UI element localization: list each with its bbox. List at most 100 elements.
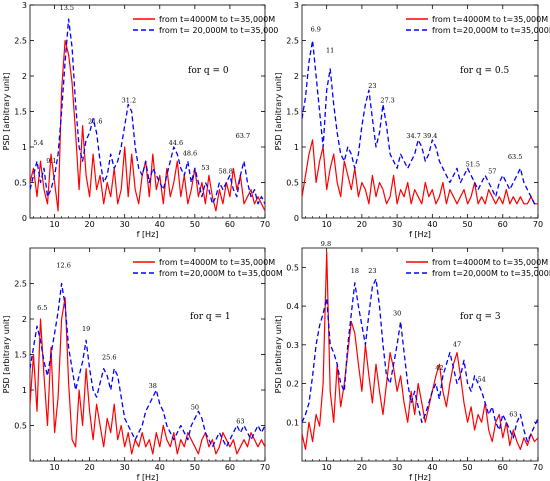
y-tick-label: 1.5 <box>286 108 299 117</box>
peak-annotation: 44.6 <box>169 139 183 147</box>
peak-annotation: 34.7 <box>406 132 420 140</box>
y-tick-label: 1 <box>22 143 27 152</box>
peak-annotation: 39.4 <box>423 132 437 140</box>
condition-label: for q = 0 <box>188 66 229 76</box>
condition-label: for q = 0.5 <box>460 66 510 76</box>
x-tick-label: 60 <box>225 220 235 229</box>
peak-annotation: 5.4 <box>33 139 43 147</box>
chart-panel-top-left: 10 20 30 40 50 60 70 0 0.5 1 1.5 2 2.5 3 f [Hz] PSD [ar… <box>2 1 278 239</box>
x-tick-label: 60 <box>498 463 508 472</box>
x-tick-label: 40 <box>155 220 165 229</box>
y-tick-label: 0.5 <box>14 179 27 188</box>
chart-panel-bottom-right: 10 20 30 40 50 60 70 0.1 0.2 0.3 0.4 0.5 f [Hz] PSD [… <box>274 240 550 481</box>
condition-label: for q = 3 <box>460 312 501 322</box>
peak-annotation: 6.5 <box>37 304 47 312</box>
x-tick-label: 50 <box>462 463 472 472</box>
y-tick-label: 3 <box>294 1 299 10</box>
peak-annotation: 63.7 <box>236 132 250 140</box>
x-tick-label: 40 <box>155 463 165 472</box>
series-line-blue <box>302 39 538 205</box>
peak-annotation: 9.8 <box>321 240 331 248</box>
x-tick-label: 20 <box>357 220 367 229</box>
x-tick-label: 20 <box>357 463 367 472</box>
peak-annotation: 48.6 <box>183 150 197 158</box>
peak-annotation: 23 <box>368 82 376 90</box>
x-tick-label: 60 <box>225 463 235 472</box>
x-tick-label: 50 <box>190 463 200 472</box>
series-line-blue <box>30 282 265 448</box>
x-axis-label: f [Hz] <box>409 230 431 239</box>
peak-annotation: 63.5 <box>508 153 522 161</box>
x-tick-label: 70 <box>260 463 270 472</box>
x-tick-label: 30 <box>392 220 402 229</box>
y-tick-label: 0.2 <box>286 380 299 389</box>
peak-annotation: 21.6 <box>88 118 102 126</box>
y-tick-label: 2 <box>294 72 299 81</box>
peak-annotation: 13.5 <box>60 4 74 12</box>
x-tick-label: 50 <box>462 220 472 229</box>
peak-annotation: 12.6 <box>56 261 70 269</box>
y-tick-label: 0.3 <box>286 341 299 350</box>
peak-annotation: 25.6 <box>102 354 116 362</box>
peak-annotation: 19 <box>82 325 90 333</box>
series-line-red <box>302 251 538 450</box>
peak-annotation: 50 <box>191 403 199 411</box>
peak-annotation: 63 <box>236 418 244 426</box>
y-tick-label: 1.5 <box>14 108 27 117</box>
legend-entry: from t=4000M to t=35,000M <box>159 15 275 24</box>
peak-annotation: 54 <box>478 376 486 384</box>
x-tick-label: 10 <box>49 220 59 229</box>
peak-annotation: 57 <box>488 167 496 175</box>
y-tick-label: 0.5 <box>286 179 299 188</box>
peak-annotation: 23 <box>368 267 376 275</box>
y-tick-label: 2 <box>22 72 27 81</box>
y-axis-label: PSD [arbitrary unit] <box>2 316 11 394</box>
legend-entry: from t=20,000M to t=35,000M <box>159 269 283 278</box>
peak-annotation: 9.1 <box>46 157 56 165</box>
legend-entry: from t=4000M to t=35,000M <box>432 15 548 24</box>
x-tick-label: 70 <box>533 463 543 472</box>
y-tick-label: 0.5 <box>14 422 27 431</box>
x-axis-label: f [Hz] <box>137 473 159 481</box>
x-axis-label: f [Hz] <box>409 473 431 481</box>
series-line-red <box>30 39 265 212</box>
peak-annotation: 27.3 <box>380 96 394 104</box>
y-tick-label: 2 <box>22 315 27 324</box>
peak-annotation: 18 <box>351 267 359 275</box>
chart-panel-top-right: 10 20 30 40 50 60 70 0 0.5 1 1.5 2 2.5 3 f [Hz] PSD [ar… <box>274 1 550 239</box>
x-tick-label: 70 <box>533 220 543 229</box>
y-tick-label: 1 <box>294 143 299 152</box>
x-axis-label: f [Hz] <box>137 230 159 239</box>
x-tick-label: 20 <box>85 220 95 229</box>
legend-entry: from t=20,000M to t=35,000M <box>432 269 550 278</box>
condition-label: for q = 1 <box>190 312 231 322</box>
x-tick-label: 10 <box>322 220 332 229</box>
y-tick-label: 2.5 <box>286 37 299 46</box>
peak-annotation: 53 <box>201 164 209 172</box>
x-tick-label: 20 <box>85 463 95 472</box>
plot-frame <box>29 4 266 219</box>
chart-panel-bottom-left: 10 20 30 40 50 60 70 0.5 1 1.5 2 2.5 f [Hz] PSD [arbi… <box>2 247 283 481</box>
series-line-red <box>302 139 538 205</box>
plot-frame <box>301 4 539 219</box>
x-tick-label: 40 <box>427 463 437 472</box>
peak-annotation: 38 <box>149 382 157 390</box>
y-tick-label: 3 <box>22 1 27 10</box>
peak-annotation: 47 <box>453 341 461 349</box>
legend-entry: from t= 20,000M to t=35,000 <box>159 26 278 35</box>
plot-frame <box>29 247 266 462</box>
x-tick-label: 70 <box>260 220 270 229</box>
peak-annotation: 58.8 <box>218 167 232 175</box>
legend-entry: from t=20,000M to t=35,000M <box>432 26 550 35</box>
x-tick-label: 10 <box>322 463 332 472</box>
y-tick-label: 0.5 <box>286 263 299 272</box>
y-axis-label: PSD [arbitrary unit] <box>274 73 283 151</box>
series-line-blue <box>302 278 538 443</box>
x-tick-label: 40 <box>427 220 437 229</box>
x-tick-label: 50 <box>190 220 200 229</box>
y-tick-label: 0 <box>294 214 299 223</box>
peak-annotation: 31.2 <box>122 96 136 104</box>
y-axis-label: PSD [arbitrary unit] <box>2 73 11 151</box>
y-axis-label: PSD [arbitrary unit] <box>274 316 283 394</box>
y-tick-label: 0.1 <box>286 418 299 427</box>
